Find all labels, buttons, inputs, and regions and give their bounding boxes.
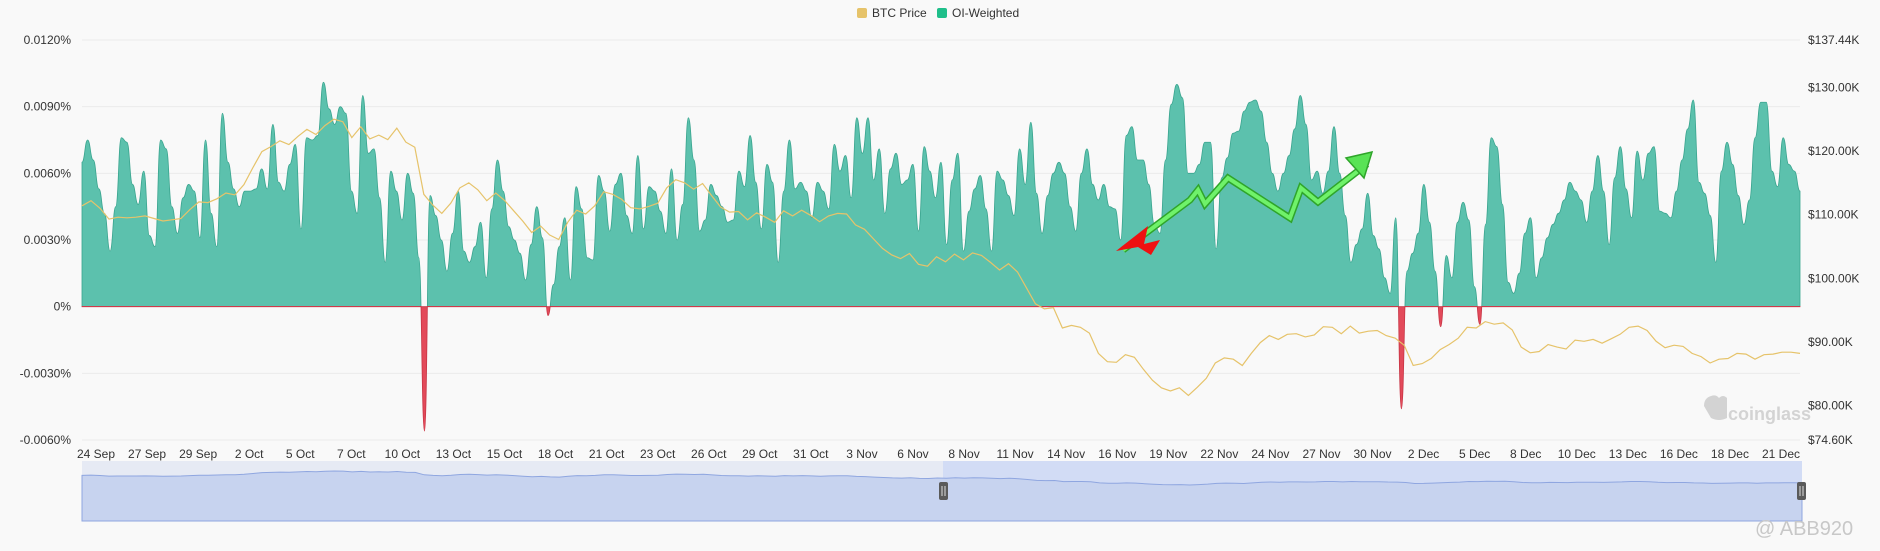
x-tick-label: 21 Dec bbox=[1762, 447, 1800, 461]
right-tick-label: $74.60K bbox=[1808, 433, 1853, 447]
left-tick-label: -0.0030% bbox=[20, 366, 72, 380]
right-tick-label: $110.00K bbox=[1808, 208, 1859, 222]
x-tick-label: 18 Dec bbox=[1711, 447, 1749, 461]
x-tick-label: 31 Oct bbox=[793, 447, 829, 461]
x-tick-label: 10 Oct bbox=[385, 447, 421, 461]
x-tick-label: 29 Sep bbox=[179, 447, 217, 461]
x-tick-label: 5 Dec bbox=[1459, 447, 1490, 461]
x-tick-label: 2 Dec bbox=[1408, 447, 1439, 461]
x-tick-label: 6 Nov bbox=[897, 447, 928, 461]
navigator-handle-left[interactable] bbox=[939, 482, 948, 500]
x-tick-label: 13 Dec bbox=[1609, 447, 1647, 461]
x-axis: 24 Sep 27 Sep 29 Sep 2 Oct 5 Oct 7 Oct 10 Oct 1… bbox=[77, 447, 1800, 461]
oi-area-positive bbox=[81, 81, 1801, 306]
x-tick-label: 23 Oct bbox=[640, 447, 676, 461]
legend-item-btc-price[interactable]: BTC Price bbox=[857, 6, 927, 20]
right-tick-label: $80.00K bbox=[1808, 399, 1853, 413]
left-tick-label: 0.0030% bbox=[24, 233, 72, 247]
right-tick-label: $90.00K bbox=[1808, 335, 1853, 349]
right-tick-label: $130.00K bbox=[1808, 80, 1859, 94]
left-tick-label: -0.0060% bbox=[20, 433, 72, 447]
green-arrow-head bbox=[1344, 150, 1374, 180]
x-tick-label: 27 Nov bbox=[1302, 447, 1340, 461]
credit-text: @ ABB920 bbox=[1755, 518, 1853, 540]
left-tick-label: 0% bbox=[54, 300, 72, 314]
x-tick-label: 11 Nov bbox=[997, 447, 1034, 461]
red-arrow bbox=[1116, 226, 1160, 255]
x-tick-label: 13 Oct bbox=[436, 447, 472, 461]
coinglass-logo-icon bbox=[1704, 395, 1727, 420]
annotation-arrows bbox=[1116, 150, 1374, 255]
x-tick-label: 24 Nov bbox=[1251, 447, 1289, 461]
x-tick-label: 16 Nov bbox=[1098, 447, 1136, 461]
x-tick-label: 16 Dec bbox=[1660, 447, 1698, 461]
x-tick-label: 26 Oct bbox=[691, 447, 727, 461]
btc-price-path bbox=[81, 118, 1801, 397]
coinglass-watermark: coinglass bbox=[1704, 395, 1811, 424]
x-tick-label: 8 Nov bbox=[948, 447, 979, 461]
legend-swatch-oi-weighted bbox=[937, 8, 947, 18]
right-y-axis: $137.44K $130.00K $120.00K $110.00K $100.00K… bbox=[1808, 33, 1859, 447]
x-tick-label: 2 Oct bbox=[235, 447, 264, 461]
left-tick-label: 0.0090% bbox=[24, 100, 72, 114]
x-tick-label: 5 Oct bbox=[286, 447, 315, 461]
left-y-axis: 0.0120% 0.0090% 0.0060% 0.0030% 0% -0.0030% -0… bbox=[20, 33, 72, 447]
x-tick-label: 15 Oct bbox=[487, 447, 523, 461]
credit-watermark: @ ABB920 bbox=[1755, 518, 1853, 540]
x-tick-label: 30 Nov bbox=[1353, 447, 1391, 461]
x-tick-label: 21 Oct bbox=[589, 447, 625, 461]
oi-area-negative bbox=[81, 306, 1801, 432]
navigator-handle-right[interactable] bbox=[1797, 482, 1806, 500]
x-tick-label: 29 Oct bbox=[742, 447, 778, 461]
x-tick-label: 18 Oct bbox=[538, 447, 574, 461]
left-tick-label: 0.0060% bbox=[24, 166, 72, 180]
right-tick-label: $137.44K bbox=[1808, 33, 1859, 47]
chart-legend: BTC Price OI-Weighted bbox=[857, 6, 1019, 20]
legend-label-oi-weighted: OI-Weighted bbox=[952, 6, 1019, 20]
legend-swatch-btc-price bbox=[857, 8, 867, 18]
right-tick-label: $100.00K bbox=[1808, 271, 1859, 285]
x-tick-label: 8 Dec bbox=[1510, 447, 1541, 461]
oi-weighted-area bbox=[81, 81, 1801, 432]
legend-item-oi-weighted[interactable]: OI-Weighted bbox=[937, 6, 1019, 20]
x-tick-label: 3 Nov bbox=[846, 447, 877, 461]
x-tick-label: 22 Nov bbox=[1200, 447, 1238, 461]
right-tick-label: $120.00K bbox=[1808, 144, 1859, 158]
left-tick-label: 0.0120% bbox=[24, 33, 72, 47]
btc-price-line bbox=[81, 118, 1801, 397]
x-tick-label: 27 Sep bbox=[128, 447, 166, 461]
range-navigator[interactable] bbox=[81, 461, 1806, 522]
watermark-text: coinglass bbox=[1728, 404, 1811, 424]
x-tick-label: 24 Sep bbox=[77, 447, 115, 461]
legend-label-btc-price: BTC Price bbox=[872, 6, 927, 20]
x-tick-label: 14 Nov bbox=[1047, 447, 1085, 461]
x-tick-label: 7 Oct bbox=[337, 447, 366, 461]
x-tick-label: 19 Nov bbox=[1149, 447, 1187, 461]
x-tick-label: 10 Dec bbox=[1558, 447, 1596, 461]
green-zigzag-arrow-highlight bbox=[1121, 162, 1369, 252]
